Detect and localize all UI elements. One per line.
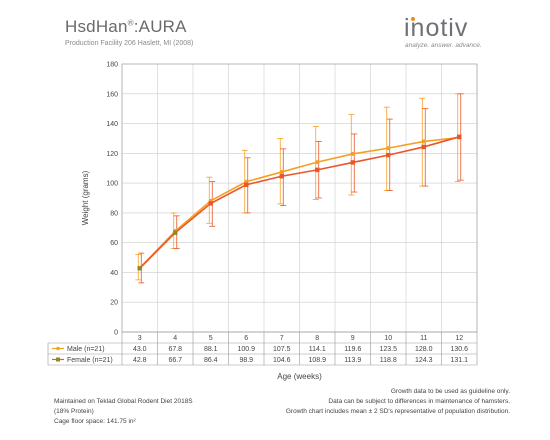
- series-line-male: [139, 136, 460, 269]
- table-cell: 108.9: [308, 357, 326, 364]
- table-cell: 67.8: [168, 346, 182, 353]
- x-tick-label: 3: [138, 335, 142, 342]
- footer-right: Growth data to be used as guideline only…: [286, 387, 510, 417]
- data-point-female: [244, 182, 249, 187]
- y-tick-label: 180: [106, 62, 118, 69]
- title-tail: :AURA: [133, 17, 187, 36]
- data-point-male: [279, 169, 284, 174]
- data-point-male: [421, 139, 426, 144]
- x-tick-label: 11: [420, 335, 427, 342]
- x-tick-label: 9: [351, 335, 355, 342]
- data-point-female: [457, 134, 462, 140]
- legend-label: Male (n=21): [67, 346, 105, 353]
- table-cell: 131.1: [450, 357, 468, 364]
- data-point-female: [386, 152, 391, 158]
- y-tick-label: 60: [110, 240, 118, 247]
- table-cell: 43.0: [133, 346, 147, 353]
- legend-label: Female (n=21): [67, 357, 113, 364]
- data-point-male: [350, 151, 355, 156]
- x-tick-label: 5: [209, 335, 213, 342]
- data-point-male: [386, 146, 391, 151]
- x-axis-label: Age (weeks): [277, 372, 322, 381]
- x-tick-label: 10: [384, 335, 392, 342]
- maintenance-note: Data can be subject to differences in ma…: [328, 398, 510, 405]
- legend-marker: [56, 346, 60, 351]
- data-point-female: [137, 266, 142, 271]
- logo-dot-icon: [411, 17, 415, 21]
- table-cell: 118.8: [380, 357, 397, 364]
- data-point-male: [315, 160, 320, 165]
- table-cell: 128.0: [415, 346, 433, 353]
- y-axis-label: Weight (grams): [81, 170, 90, 225]
- table-cell: 130.6: [450, 346, 468, 353]
- data-point-female: [350, 160, 355, 165]
- y-tick-label: 20: [110, 300, 118, 307]
- table-cell: 113.9: [344, 357, 361, 364]
- footer-left: Maintained on Teklad Global Rodent Diet …: [54, 397, 193, 427]
- y-tick-label: 140: [106, 121, 118, 128]
- data-point-female: [173, 230, 178, 235]
- legend-marker: [56, 357, 60, 362]
- chart-subtitle: Production Facility 206 Haslett, MI (200…: [65, 40, 194, 47]
- table-cell: 107.5: [273, 346, 291, 353]
- x-tick-label: 6: [244, 335, 248, 342]
- cage-space-note: Cage floor space: 141.75 in²: [54, 418, 136, 425]
- chart-title: HsdHan®:AURA: [65, 17, 187, 37]
- table-cell: 86.4: [204, 357, 218, 364]
- table-cell: 104.6: [273, 357, 291, 364]
- data-point-female: [279, 174, 284, 179]
- y-tick-label: 100: [106, 181, 118, 188]
- data-point-female: [208, 201, 213, 206]
- x-tick-label: 4: [173, 335, 177, 342]
- y-tick-label: 0: [114, 330, 118, 337]
- x-tick-label: 7: [280, 335, 284, 342]
- table-cell: 98.9: [239, 357, 253, 364]
- y-tick-label: 160: [106, 91, 118, 98]
- y-tick-label: 40: [110, 270, 118, 277]
- table-cell: 100.9: [237, 346, 255, 353]
- sd-note: Growth chart includes mean ± 2 SD's repr…: [285, 408, 510, 415]
- table-cell: 123.5: [379, 346, 397, 353]
- table-cell: 124.3: [415, 357, 433, 364]
- table-cell: 119.6: [344, 346, 361, 353]
- table-cell: 66.7: [168, 357, 182, 364]
- data-point-female: [421, 144, 426, 150]
- table-cell: 88.1: [204, 346, 218, 353]
- guideline-note: Growth data to be used as guideline only…: [390, 388, 510, 395]
- x-tick-label: 12: [455, 335, 463, 342]
- series-line-female: [139, 136, 460, 269]
- table-cell: 42.8: [133, 357, 147, 364]
- logo-tagline: analyze. answer. advance.: [405, 42, 482, 49]
- table-cell: 114.1: [309, 346, 326, 353]
- diet-note: Maintained on Teklad Global Rodent Diet …: [54, 398, 193, 405]
- title-main: HsdHan: [65, 17, 128, 36]
- y-tick-label: 80: [110, 210, 118, 217]
- inotiv-logo: inotiv analyze. answer. advance.: [404, 14, 524, 50]
- x-tick-label: 8: [315, 335, 319, 342]
- y-tick-label: 120: [106, 151, 118, 158]
- protein-note: (18% Protein): [54, 408, 94, 415]
- data-point-female: [315, 167, 320, 173]
- registered-mark: ®: [127, 18, 134, 28]
